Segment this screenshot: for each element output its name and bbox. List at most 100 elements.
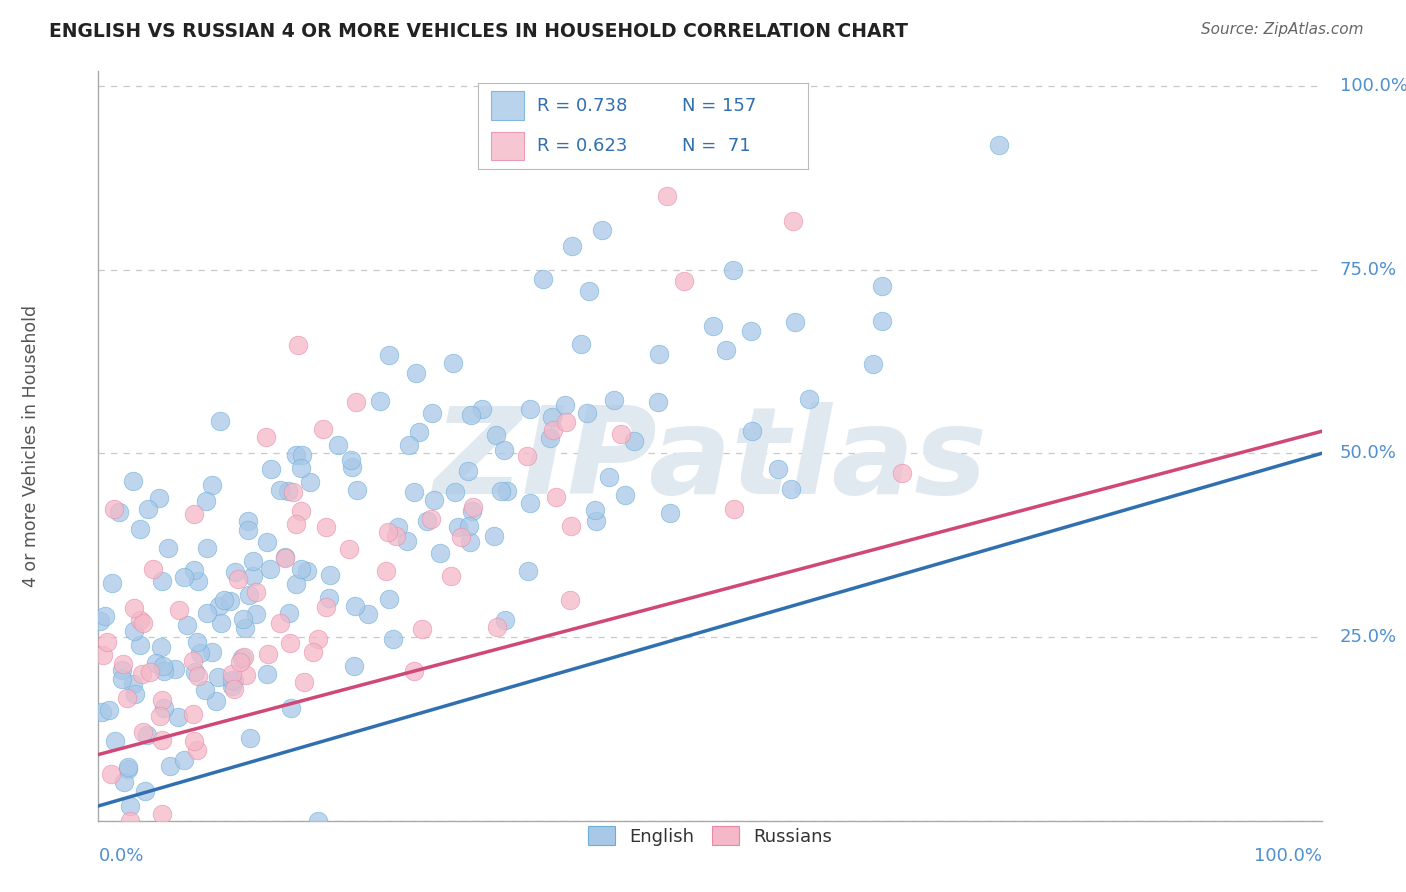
Point xyxy=(277,484,299,499)
Point xyxy=(103,501,125,516)
Point xyxy=(494,443,516,458)
Point xyxy=(186,743,208,757)
Point xyxy=(672,274,695,288)
Text: 50.0%: 50.0% xyxy=(1340,444,1398,462)
Point xyxy=(290,460,312,475)
Point xyxy=(195,541,218,556)
Point xyxy=(284,516,307,531)
Point xyxy=(714,343,737,357)
Text: 75.0%: 75.0% xyxy=(1340,260,1398,278)
Point xyxy=(328,438,350,452)
Point xyxy=(870,314,893,328)
Point xyxy=(232,611,254,625)
Point xyxy=(343,599,366,614)
Text: ZIPatlas: ZIPatlas xyxy=(433,402,987,519)
Point xyxy=(741,424,763,438)
Point xyxy=(205,694,228,708)
Point xyxy=(221,679,243,693)
Point xyxy=(269,615,291,630)
Point xyxy=(576,406,599,420)
Point xyxy=(118,798,141,813)
Point xyxy=(242,554,264,568)
Point xyxy=(188,647,211,661)
Point xyxy=(578,284,600,298)
Point xyxy=(110,663,132,677)
Point xyxy=(554,398,576,412)
Point xyxy=(441,356,464,370)
Point xyxy=(194,682,217,697)
Point xyxy=(281,484,304,499)
Point xyxy=(236,524,259,538)
Point xyxy=(90,705,112,719)
Point xyxy=(150,732,173,747)
Point xyxy=(782,213,804,227)
Point xyxy=(614,487,637,501)
Point xyxy=(460,408,482,422)
Point xyxy=(254,430,277,444)
Point xyxy=(495,483,517,498)
Point xyxy=(238,588,260,602)
Point xyxy=(312,422,335,436)
Text: 100.0%: 100.0% xyxy=(1340,77,1406,95)
Point xyxy=(538,431,561,445)
Point xyxy=(145,656,167,670)
Point xyxy=(450,530,472,544)
Point xyxy=(245,584,267,599)
Point xyxy=(232,649,254,664)
Point xyxy=(541,410,564,425)
Point xyxy=(269,483,291,497)
Point xyxy=(461,504,484,518)
Point xyxy=(356,607,378,622)
Point xyxy=(378,591,401,606)
Point xyxy=(173,753,195,767)
Point xyxy=(723,502,745,516)
Point xyxy=(395,534,418,549)
Point xyxy=(420,406,443,420)
Point xyxy=(112,775,135,789)
Point xyxy=(132,725,155,739)
Text: Source: ZipAtlas.com: Source: ZipAtlas.com xyxy=(1201,22,1364,37)
Point xyxy=(173,570,195,584)
Point xyxy=(377,524,399,539)
Point xyxy=(385,528,408,542)
Point xyxy=(307,814,329,828)
Point xyxy=(318,591,340,605)
Point xyxy=(890,466,912,480)
Point xyxy=(111,657,134,672)
Point xyxy=(416,514,439,528)
Point xyxy=(132,616,155,631)
Point xyxy=(340,459,363,474)
Point xyxy=(463,500,485,515)
Point xyxy=(100,767,122,781)
Point xyxy=(295,564,318,578)
Point xyxy=(120,814,142,828)
Point xyxy=(96,635,118,649)
Point xyxy=(285,577,308,591)
Point xyxy=(152,658,174,673)
Point xyxy=(152,574,174,589)
Point xyxy=(387,520,409,534)
Point xyxy=(290,504,312,518)
Point xyxy=(111,672,134,686)
Point xyxy=(603,392,626,407)
Point xyxy=(783,315,806,329)
Text: 25.0%: 25.0% xyxy=(1340,628,1398,646)
Point xyxy=(104,734,127,748)
Point xyxy=(142,562,165,576)
Point xyxy=(115,691,138,706)
Point xyxy=(93,648,115,662)
Point xyxy=(201,645,224,659)
Point xyxy=(256,666,278,681)
Point xyxy=(485,428,508,442)
Point xyxy=(344,395,367,409)
Point xyxy=(583,503,606,517)
Point xyxy=(554,415,576,429)
Point xyxy=(799,392,821,406)
Point xyxy=(420,512,443,526)
Point xyxy=(494,613,516,627)
Point xyxy=(138,665,160,679)
Point xyxy=(378,348,401,362)
Point xyxy=(260,462,283,476)
Point xyxy=(176,618,198,632)
Point xyxy=(187,669,209,683)
